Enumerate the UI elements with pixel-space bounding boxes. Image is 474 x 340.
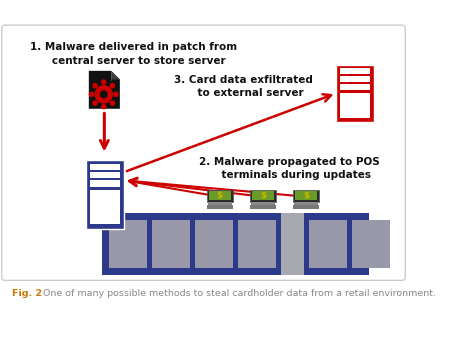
Bar <box>293 190 319 202</box>
Bar <box>207 190 233 202</box>
Bar <box>195 220 233 268</box>
Bar <box>340 93 370 118</box>
Bar <box>293 205 319 209</box>
Circle shape <box>101 79 107 85</box>
Circle shape <box>94 85 113 104</box>
FancyBboxPatch shape <box>2 25 405 280</box>
Bar <box>294 202 318 205</box>
Bar <box>340 76 370 82</box>
Bar <box>109 220 146 268</box>
Text: $: $ <box>217 191 223 200</box>
Bar <box>208 202 231 205</box>
Circle shape <box>101 104 107 109</box>
Text: $: $ <box>303 191 309 200</box>
Bar <box>340 68 370 74</box>
Bar <box>251 202 274 205</box>
Bar <box>207 205 233 209</box>
Circle shape <box>89 91 94 97</box>
Circle shape <box>92 83 98 88</box>
Bar <box>309 220 346 268</box>
Bar <box>250 205 276 209</box>
Bar <box>238 220 276 268</box>
Polygon shape <box>111 71 120 80</box>
Text: 3. Card data exfiltrated
    to external server: 3. Card data exfiltrated to external ser… <box>174 75 313 98</box>
Bar <box>352 220 390 268</box>
Circle shape <box>109 83 115 88</box>
Bar <box>209 191 231 201</box>
Text: 1. Malware delivered in patch from
   central server to store server: 1. Malware delivered in patch from centr… <box>30 42 237 66</box>
Text: One of many possible methods to steal cardholder data from a retail environment.: One of many possible methods to steal ca… <box>40 289 436 298</box>
Text: 2. Malware propagated to POS
    terminals during updates: 2. Malware propagated to POS terminals d… <box>199 157 379 180</box>
Bar <box>86 160 124 228</box>
Bar <box>337 65 374 122</box>
Bar <box>90 190 120 224</box>
Circle shape <box>100 90 108 98</box>
Bar <box>90 172 120 178</box>
Bar <box>90 164 120 170</box>
Bar <box>152 220 190 268</box>
Bar <box>90 180 120 187</box>
Circle shape <box>109 100 115 106</box>
Text: Fig. 2: Fig. 2 <box>12 289 42 298</box>
Bar <box>250 190 276 202</box>
Bar <box>252 191 274 201</box>
Circle shape <box>92 100 98 106</box>
Circle shape <box>113 91 119 97</box>
Bar <box>340 84 370 90</box>
Bar <box>281 213 303 275</box>
Text: $: $ <box>260 191 266 200</box>
Bar <box>102 213 369 275</box>
Bar <box>295 191 317 201</box>
Polygon shape <box>89 71 120 109</box>
